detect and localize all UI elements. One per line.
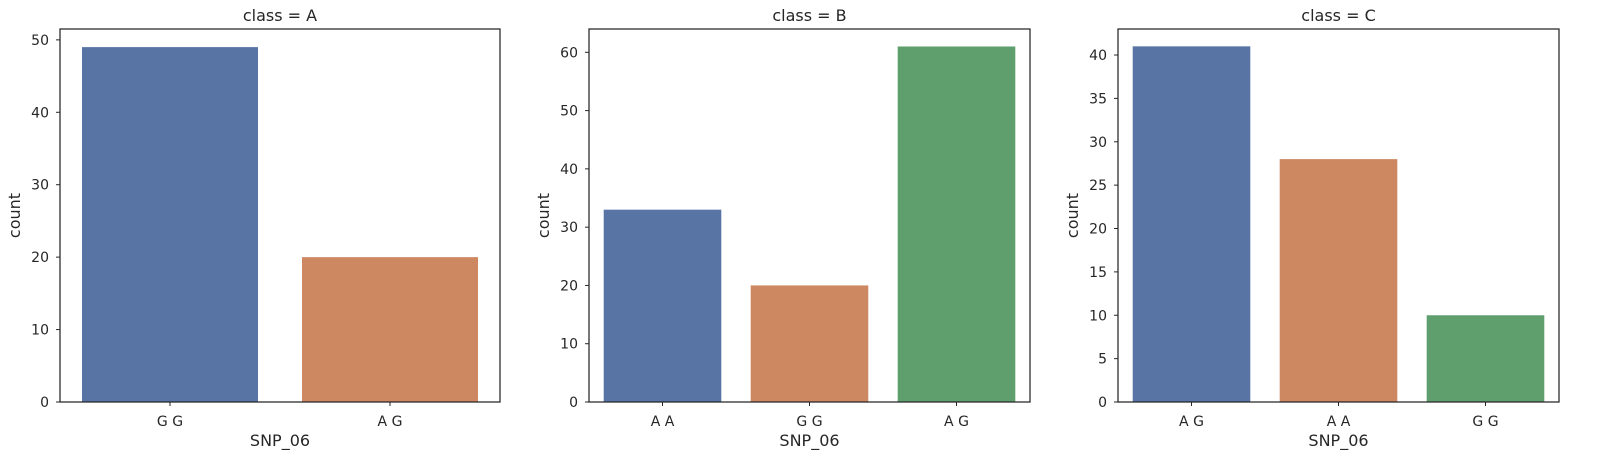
y-tick-label: 20 (1089, 222, 1107, 238)
y-tick-label: 40 (560, 162, 578, 178)
y-tick-label: 30 (31, 178, 49, 194)
y-axis-label: count (5, 193, 24, 238)
y-tick-label: 5 (1098, 352, 1107, 368)
y-tick-label: 10 (31, 323, 49, 339)
y-axis-label: count (1063, 193, 1082, 238)
bar (82, 47, 258, 402)
bar (897, 46, 1016, 402)
x-axis-label: SNP_06 (250, 431, 310, 451)
x-tick-label: A A (651, 414, 675, 430)
y-tick-label: 15 (1089, 265, 1107, 281)
y-tick-label: 40 (31, 105, 49, 121)
plot-frame (59, 28, 501, 403)
x-axis-label: SNP_06 (779, 431, 839, 451)
bar (603, 209, 722, 402)
y-tick-label: 20 (31, 250, 49, 266)
x-axis-label: SNP_06 (1308, 431, 1368, 451)
y-tick-label: 0 (40, 395, 49, 411)
panel-title: class = C (1301, 6, 1375, 25)
y-tick-label: 0 (569, 395, 578, 411)
x-tick-label: A G (1179, 414, 1204, 430)
x-tick-label: A A (1327, 414, 1351, 430)
panel-1: 0 10 20 30 40 50 G G A G class = A SNP_06 count (5, 6, 501, 451)
y-axis-label: count (534, 193, 553, 238)
bar (1426, 315, 1545, 402)
x-tick-label: A G (378, 414, 403, 430)
panel-3: 0 5 10 15 20 25 30 35 40 A G A A G G class = C SNP_06… (1063, 6, 1560, 451)
y-tick-label: 20 (560, 278, 578, 294)
x-tick-label: G G (157, 414, 183, 430)
y-tick-label: 30 (1089, 135, 1107, 151)
bar (302, 257, 478, 402)
y-tick-label: 35 (1089, 91, 1107, 107)
y-tick-label: 50 (560, 104, 578, 120)
panel-title: class = A (243, 6, 317, 25)
bar (750, 285, 869, 402)
bar (1132, 46, 1251, 402)
y-tick-label: 40 (1089, 48, 1107, 64)
y-tick-label: 0 (1098, 395, 1107, 411)
y-tick-label: 25 (1089, 178, 1107, 194)
x-tick-label: G G (796, 414, 822, 430)
y-tick-label: 60 (560, 45, 578, 61)
x-tick-label: A G (944, 414, 969, 430)
x-tick-label: G G (1472, 414, 1498, 430)
panel-title: class = B (772, 6, 846, 25)
panel-2: 0 10 20 30 40 50 60 A A G G A G class = B SNP_06 cou… (534, 6, 1031, 451)
y-tick-label: 10 (1089, 308, 1107, 324)
y-tick-label: 10 (560, 337, 578, 353)
bar (1279, 159, 1398, 402)
y-tick-label: 50 (31, 33, 49, 49)
y-tick-label: 30 (560, 220, 578, 236)
